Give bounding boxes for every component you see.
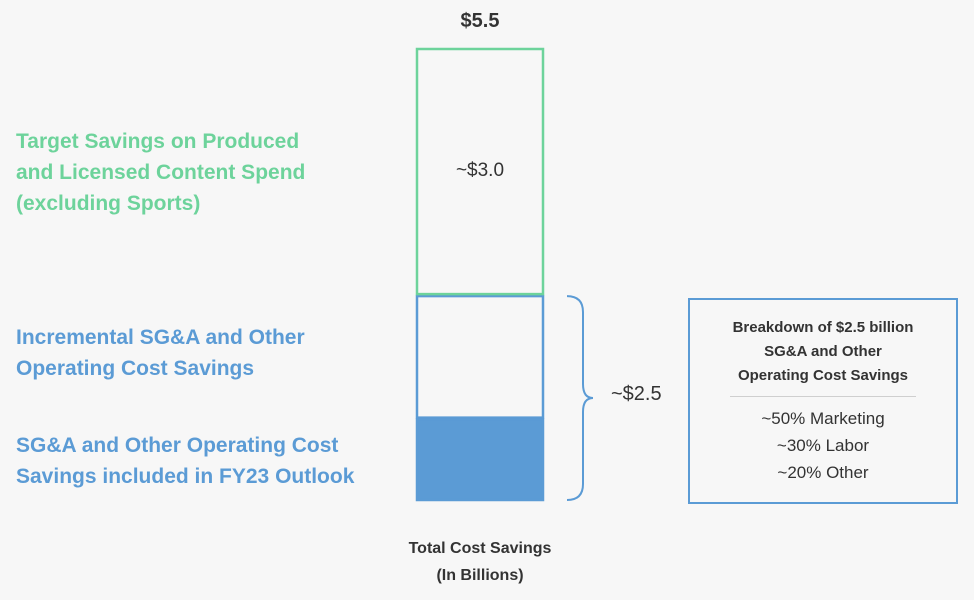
legend-label-incremental-sga: Incremental SG&A and Other Operating Cos… bbox=[16, 322, 305, 384]
breakdown-box: Breakdown of $2.5 billion SG&A and Other… bbox=[688, 298, 958, 504]
breakdown-item-marketing: ~50% Marketing bbox=[761, 409, 885, 428]
x-axis-label: Total Cost Savings (In Billions) bbox=[360, 535, 600, 589]
x-axis-label-line: (In Billions) bbox=[436, 567, 524, 584]
breakdown-item-other: ~20% Other bbox=[777, 463, 869, 482]
breakdown-title-line: Breakdown of $2.5 billion bbox=[732, 319, 914, 336]
segment-value-label-content-savings: ~$3.0 bbox=[455, 160, 505, 181]
total-value-label: $5.5 bbox=[460, 10, 500, 32]
segment-content-savings bbox=[415, 47, 545, 296]
breakdown-title: Breakdown of $2.5 billion SG&A and Other… bbox=[690, 316, 956, 388]
breakdown-title-line: Operating Cost Savings bbox=[737, 367, 909, 384]
x-axis-label-line: Total Cost Savings bbox=[408, 540, 552, 557]
segment-bracket bbox=[566, 295, 594, 501]
breakdown-title-line: SG&A and Other bbox=[764, 343, 882, 360]
legend-line: Incremental SG&A and Other bbox=[16, 326, 305, 349]
legend-line: and Licensed Content Spend bbox=[16, 161, 306, 184]
legend-label-content-savings: Target Savings on Produced and Licensed … bbox=[16, 126, 305, 219]
segment-incremental-sga bbox=[415, 294, 545, 419]
breakdown-divider bbox=[730, 396, 916, 397]
legend-line: (excluding Sports) bbox=[16, 192, 201, 215]
breakdown-item-labor: ~30% Labor bbox=[776, 436, 870, 455]
legend-label-fy23-outlook: SG&A and Other Operating Cost Savings in… bbox=[16, 430, 354, 492]
legend-line: Target Savings on Produced bbox=[16, 130, 300, 153]
legend-line: Savings included in FY23 Outlook bbox=[16, 465, 355, 488]
segment-fy23-outlook bbox=[415, 418, 545, 502]
legend-line: SG&A and Other Operating Cost bbox=[16, 434, 339, 457]
legend-line: Operating Cost Savings bbox=[16, 357, 255, 380]
bracket-value-label: ~$2.5 bbox=[611, 383, 662, 405]
